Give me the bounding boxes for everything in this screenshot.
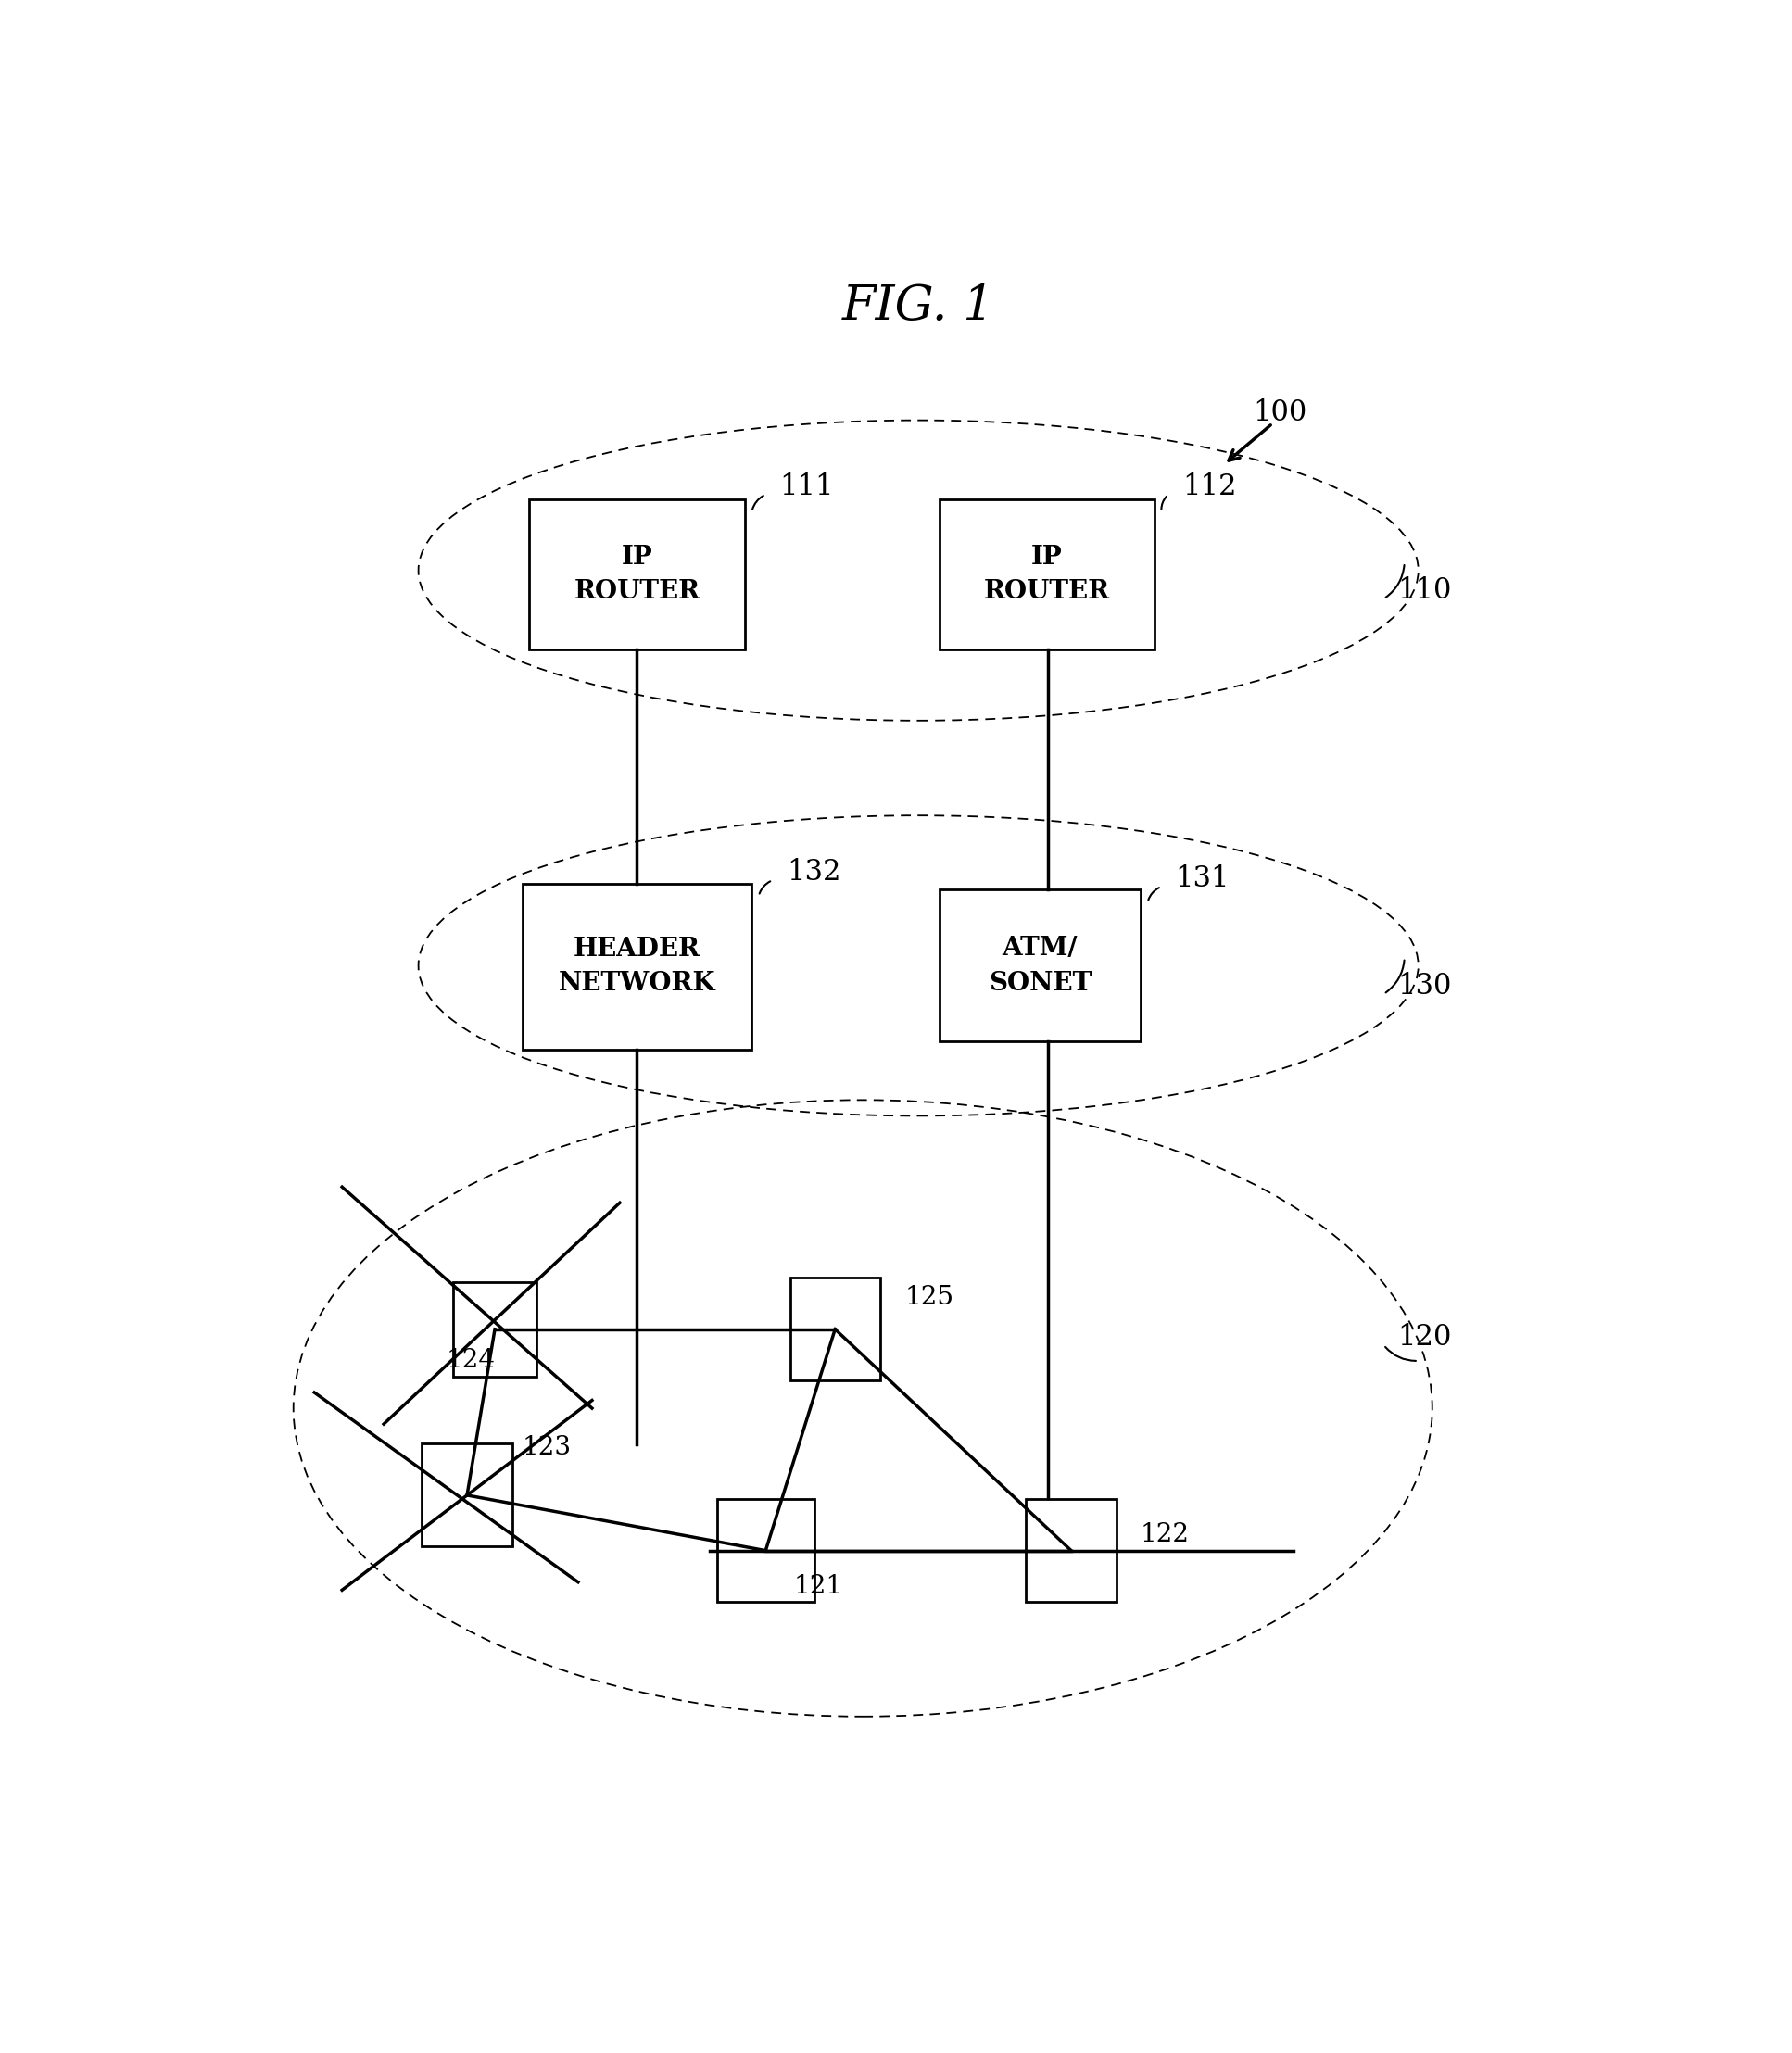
Text: IP
ROUTER: IP ROUTER — [984, 544, 1109, 604]
Bar — [939, 889, 1142, 1041]
Bar — [523, 883, 753, 1049]
Text: 132: 132 — [787, 858, 840, 887]
Bar — [717, 1499, 814, 1601]
Text: 111: 111 — [780, 472, 833, 501]
Text: FIG. 1: FIG. 1 — [842, 283, 995, 331]
Text: 123: 123 — [523, 1435, 572, 1460]
Text: IP
ROUTER: IP ROUTER — [573, 544, 701, 604]
Text: 131: 131 — [1176, 864, 1229, 893]
Text: ATM/
SONET: ATM/ SONET — [989, 936, 1091, 996]
Bar — [421, 1443, 513, 1546]
Bar — [939, 499, 1154, 649]
Text: 121: 121 — [794, 1575, 842, 1599]
Text: 122: 122 — [1142, 1521, 1190, 1548]
Text: 100: 100 — [1253, 398, 1306, 427]
Bar — [1027, 1499, 1116, 1601]
Text: 112: 112 — [1183, 472, 1236, 501]
Text: HEADER
NETWORK: HEADER NETWORK — [559, 936, 715, 996]
Bar — [530, 499, 745, 649]
Text: 124: 124 — [446, 1349, 495, 1373]
Text: 130: 130 — [1398, 971, 1452, 1000]
Bar — [790, 1277, 880, 1380]
Text: 120: 120 — [1398, 1322, 1452, 1351]
Bar — [453, 1281, 536, 1378]
Text: 125: 125 — [905, 1285, 953, 1310]
Text: 110: 110 — [1398, 577, 1452, 606]
